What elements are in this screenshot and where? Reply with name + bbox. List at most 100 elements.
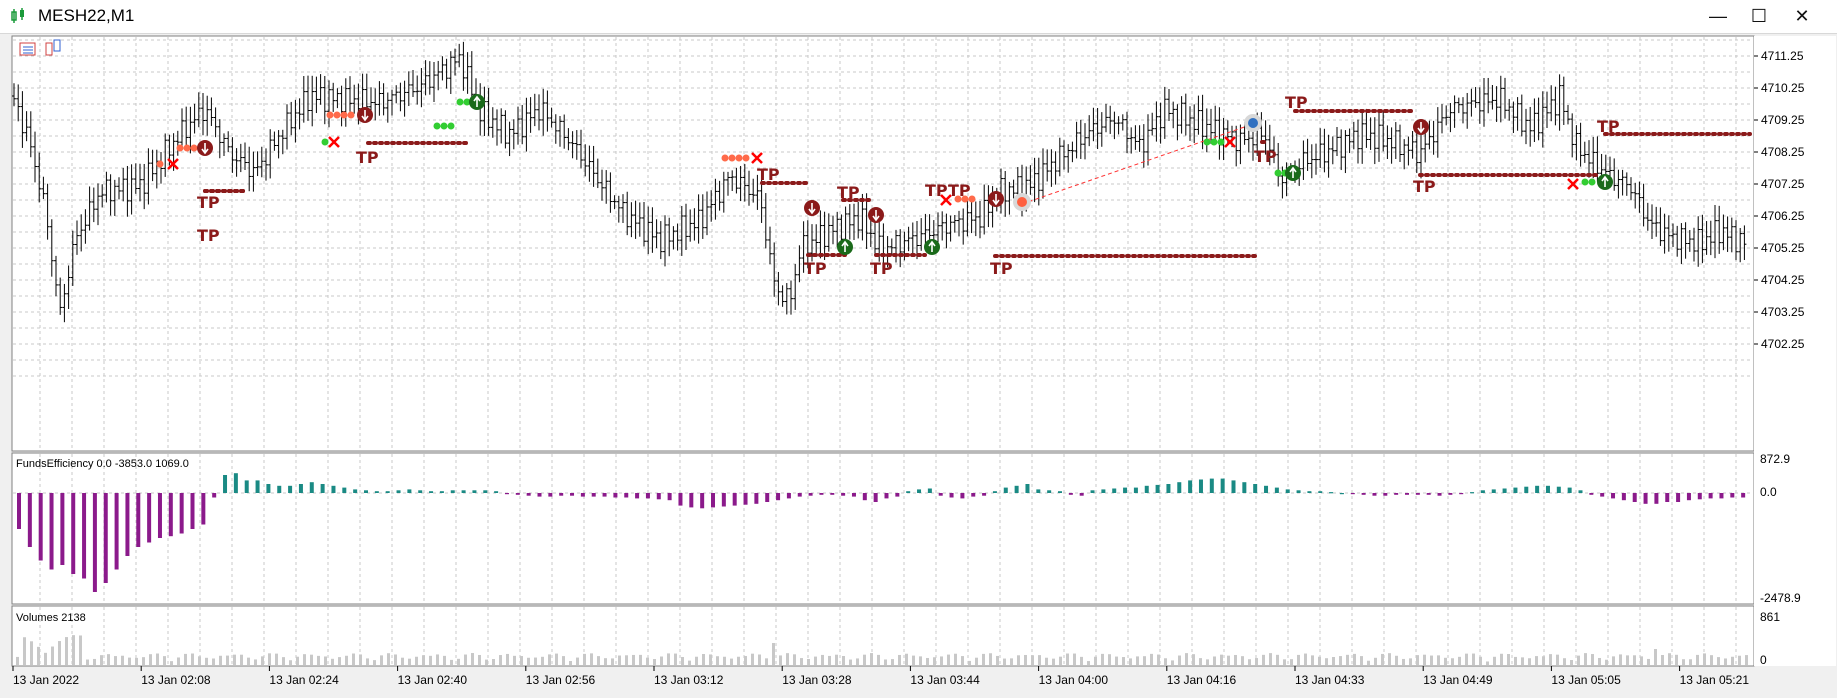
indicator-bar [1621,493,1626,501]
volume-bar [828,655,831,665]
volume-bar [65,637,68,665]
indicator-bar [732,493,737,506]
volume-bar [72,635,75,665]
indicator-bar [895,493,900,497]
price-axis-labels: 4711.25 4710.25 4709.25 4708.25 4707.25 4706.… [1754,49,1805,351]
volume-bar [618,655,621,665]
close-icon: ✕ [1794,6,1810,26]
tp-label: TP [197,193,220,212]
volume-bar [1696,654,1699,665]
volume-bar [1738,655,1741,665]
volume-bar [1339,656,1342,665]
volume-bar [541,656,544,665]
indicator-bar [938,493,943,496]
volume-bar [170,661,173,665]
indicator-bar [374,491,379,493]
indicator-bar [1491,489,1496,493]
indicator-bar [494,491,499,493]
tp-label: TP [1413,177,1436,196]
volume-bar [373,660,376,665]
volume-bar [1003,658,1006,665]
sell-arrow-glyph [808,203,816,215]
volume-bar [1745,655,1748,665]
buy-dots [1217,138,1225,146]
volume-bar [807,659,810,665]
volume-bar [681,656,684,665]
indicator-bar [1101,489,1106,493]
volume-bar [975,657,978,665]
close-button[interactable]: ✕ [1779,0,1825,33]
volume-bar [23,637,26,665]
volume-bar [51,646,54,665]
indicator-bar [1708,493,1713,499]
maximize-button[interactable]: ☐ [1736,0,1782,33]
volume-bar [884,659,887,665]
indicator-bar [1036,489,1041,493]
volume-bar [1584,653,1587,665]
indicator-pane[interactable] [11,452,1755,605]
volume-bar [1479,656,1482,665]
indicator-bar [309,482,314,493]
volume-bar [1521,657,1524,665]
indicator-bar [1274,487,1279,493]
volume-bar [1325,658,1328,665]
volume-bar [1087,661,1090,665]
chart-area[interactable]: TP TP TP TP TP TP TP TP TP TP TP TP TP TP 4711.25 4710… [0,29,1837,693]
volume-bar [758,654,761,665]
indicator-bar [1003,487,1008,493]
tp-label: TP [1285,93,1308,112]
volume-bar [1598,657,1601,665]
indicator-bar [700,493,705,509]
indicator-bar [1350,493,1355,495]
indicator-bar [342,487,347,493]
minimize-button[interactable]: — [1695,0,1741,33]
volume-bar [1185,653,1188,665]
indicator-bar [114,493,119,570]
sell-dots [340,111,348,119]
volume-bar [1472,653,1475,665]
volume-bar [1605,659,1608,665]
volume-bar [793,654,796,665]
grid-list-icon[interactable] [19,42,36,56]
price-axis-label: 4706.25 [1761,209,1805,223]
volume-bar [1619,654,1622,665]
volume-bar [233,654,236,665]
volume-bar [58,641,61,665]
volume-axis-bottom: 0 [1760,653,1767,667]
buy-dots [447,122,455,130]
volume-bar [499,655,502,665]
volume-bar [576,657,579,665]
volume-bar [1542,656,1545,665]
chart-object-icon[interactable] [45,39,61,56]
close-x-icon [940,194,952,206]
sell-dots [176,144,184,152]
volume-bar [268,653,271,665]
indicator-bar [1405,493,1409,495]
indicator-bar [678,493,683,506]
volume-bar [261,656,264,665]
indicator-bar [429,491,434,493]
indicator-bar [71,493,76,574]
volume-bar [1206,659,1209,665]
volume-bar [79,635,82,665]
volume-bar [548,654,551,665]
volume-bar [961,656,964,665]
volume-pane[interactable] [11,605,1755,667]
volume-bar [163,656,166,665]
indicator-bar [298,484,303,493]
time-axis-label: 13 Jan 03:28 [782,673,852,687]
volume-bar [1388,653,1391,665]
indicator-bar [472,490,477,493]
indicator-bar [1741,493,1746,498]
indicator-bar [1307,491,1312,493]
volume-bar [1612,656,1615,665]
indicator-bar [1600,493,1605,497]
indicator-bar [1459,493,1464,495]
volume-bar [303,654,306,665]
volume-bar [415,656,418,665]
volume-bar [982,653,985,665]
indicator-bar [830,493,835,495]
volume-bar [310,654,313,665]
volume-bar [1234,654,1237,665]
